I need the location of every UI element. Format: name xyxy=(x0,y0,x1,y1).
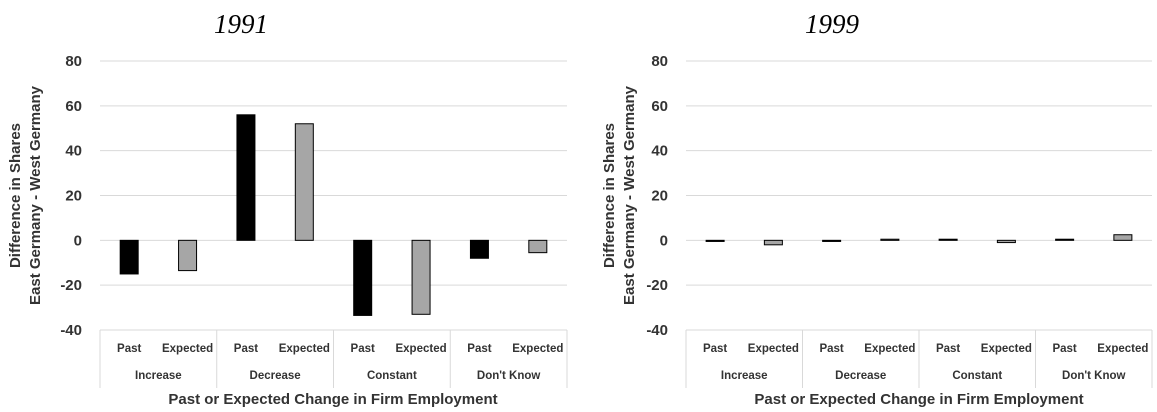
x-group-label: Don't Know xyxy=(477,370,540,382)
y-tick-label: -20 xyxy=(646,277,668,294)
bar-increase-expected xyxy=(178,239,198,272)
x-subcategory-label: Past xyxy=(1052,343,1076,355)
x-subcategory-label: Past xyxy=(351,343,375,355)
x-subcategory-label: Past xyxy=(117,343,141,355)
y-axis-label-line1: Difference in Shares xyxy=(601,123,618,268)
x-subcategory-label: Past xyxy=(467,343,491,355)
x-axis-label: Past or Expected Change in Firm Employme… xyxy=(754,391,1083,408)
x-subcategory-label: Past xyxy=(234,343,258,355)
y-tick-label: -40 xyxy=(60,322,82,339)
y-tick-label: -20 xyxy=(60,277,82,294)
x-subcategory-label: Expected xyxy=(279,343,330,355)
y-tick-label: 80 xyxy=(65,53,82,70)
bar-decrease-past xyxy=(236,114,256,241)
x-group-label: Increase xyxy=(721,370,768,382)
x-subcategory-label: Expected xyxy=(512,343,563,355)
bar-dontknow-expected xyxy=(528,239,548,254)
bar-decrease-past xyxy=(822,239,842,242)
bar-constant-past xyxy=(353,239,373,316)
x-subcategory-label: Expected xyxy=(748,343,799,355)
y-tick-label: 0 xyxy=(74,232,82,249)
bar-constant-past xyxy=(938,238,958,241)
bar-decrease-expected xyxy=(880,238,900,241)
x-axis-label: Past or Expected Change in Firm Employme… xyxy=(168,391,497,408)
bar-increase-past xyxy=(119,239,139,275)
y-tick-label: 80 xyxy=(651,53,668,70)
x-subcategory-label: Expected xyxy=(864,343,915,355)
bar-increase-past xyxy=(705,239,725,242)
y-tick-label: -40 xyxy=(646,322,668,339)
bar-dontknow-expected xyxy=(1113,234,1133,241)
y-tick-label: 20 xyxy=(65,188,82,205)
y-tick-label: 40 xyxy=(651,143,668,160)
bar-constant-expected xyxy=(411,239,431,315)
bar-increase-expected xyxy=(763,239,783,246)
bar-decrease-expected xyxy=(294,123,314,241)
x-group-label: Increase xyxy=(135,370,182,382)
x-subcategory-label: Expected xyxy=(1097,343,1148,355)
x-group-label: Decrease xyxy=(835,370,886,382)
y-tick-label: 60 xyxy=(651,98,668,115)
x-group-label: Decrease xyxy=(250,370,301,382)
x-subcategory-label: Past xyxy=(819,343,843,355)
y-axis-label-line1: Difference in Shares xyxy=(7,123,24,268)
x-subcategory-label: Past xyxy=(936,343,960,355)
x-group-label: Constant xyxy=(367,370,417,382)
y-axis-label-line2: East Germany - West Germany xyxy=(621,85,638,305)
x-subcategory-label: Expected xyxy=(395,343,446,355)
y-tick-label: 60 xyxy=(65,98,82,115)
x-subcategory-label: Past xyxy=(703,343,727,355)
y-tick-label: 20 xyxy=(651,188,668,205)
x-subcategory-label: Expected xyxy=(981,343,1032,355)
bar-dontknow-past xyxy=(1055,238,1075,241)
chart-title: 1991 xyxy=(214,9,268,39)
y-tick-label: 40 xyxy=(65,143,82,160)
chart-title: 1999 xyxy=(805,9,860,39)
y-axis-label-line2: East Germany - West Germany xyxy=(27,85,44,305)
bar-constant-expected xyxy=(996,239,1016,244)
y-tick-label: 0 xyxy=(660,232,668,249)
bar-dontknow-past xyxy=(469,239,489,259)
x-group-label: Don't Know xyxy=(1062,370,1125,382)
x-subcategory-label: Expected xyxy=(162,343,213,355)
x-group-label: Constant xyxy=(952,370,1002,382)
